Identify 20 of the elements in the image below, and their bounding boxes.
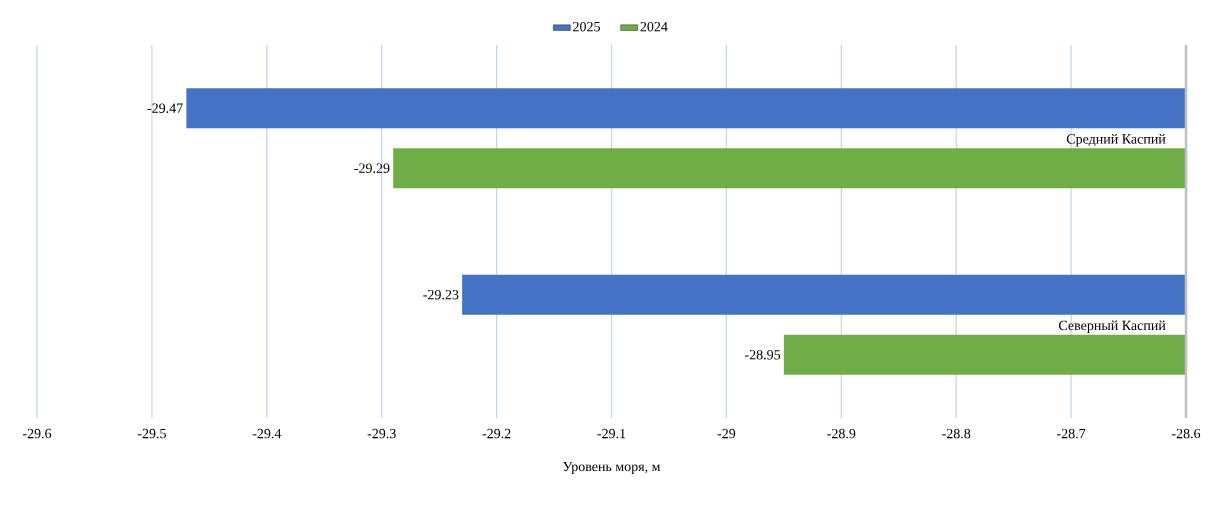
x-tick-label: -28.8 <box>942 428 971 439</box>
x-axis-title: Уровень моря, м <box>562 461 661 475</box>
data-label: -29.47 <box>147 103 183 113</box>
x-tick-label: -29.6 <box>22 428 52 439</box>
data-label: -29.23 <box>423 289 459 300</box>
data-label: -29.29 <box>354 163 390 174</box>
x-tick-label: -29.3 <box>367 428 396 439</box>
x-tick-label: -28.9 <box>827 428 856 439</box>
x-tick-label: -29.5 <box>137 428 166 439</box>
y-tick-label: Северный Каспий <box>1058 320 1166 334</box>
x-tick-label: -29.4 <box>252 428 282 439</box>
legend-label: 2025 <box>573 21 600 32</box>
x-tick-label: -28.7 <box>1057 428 1086 439</box>
x-tick-label: -29.1 <box>597 428 626 439</box>
x-tick-label: -29.2 <box>482 428 511 439</box>
x-tick-label: -28.6 <box>1171 428 1201 439</box>
data-label: -28.95 <box>745 350 781 360</box>
y-tick-label: Средний Каспий <box>1066 133 1166 147</box>
legend-label: 2024 <box>640 21 668 32</box>
x-tick-label: -29 <box>717 428 736 439</box>
